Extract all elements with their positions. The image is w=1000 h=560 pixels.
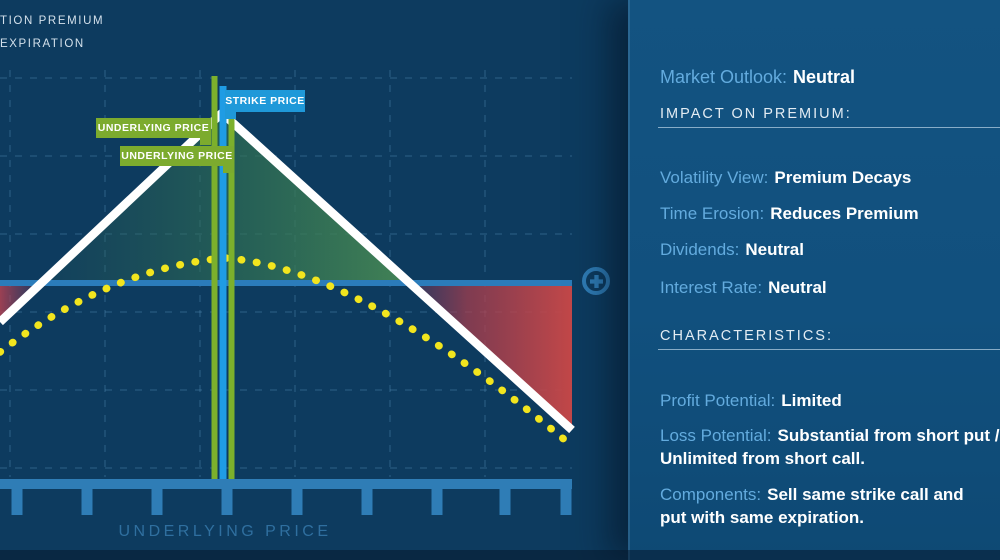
interest-rate-label: Interest Rate: (660, 278, 763, 297)
x-axis-tick (361, 489, 373, 515)
components-row: Components: Sell same strike call and put… (660, 483, 978, 529)
market-outlook-row: Market Outlook: Neutral (660, 66, 855, 89)
x-axis-tick (291, 489, 303, 515)
time-erosion-row: Time Erosion: Reduces Premium (660, 202, 919, 225)
impact-header: IMPACT ON PREMIUM: (660, 106, 852, 122)
characteristics-underline (658, 349, 1000, 350)
volatility-view-label: Volatility View: (660, 168, 769, 187)
dividends-row: Dividends: Neutral (660, 238, 804, 261)
loss-potential-label: Loss Potential: (660, 426, 772, 445)
underlying-price-line (211, 76, 218, 479)
dividends-value: Neutral (745, 240, 804, 259)
interest-rate-value: Neutral (768, 278, 827, 297)
interest-rate-row: Interest Rate: Neutral (660, 276, 827, 299)
dividends-label: Dividends: (660, 240, 740, 259)
profit-potential-value: Limited (781, 391, 842, 410)
components-label: Components: (660, 485, 762, 504)
components-value: Sell same strike call and put with same … (660, 485, 964, 527)
payoff-chart: TION PREMIUM EXPIRATION UNDERLYING PRICE… (0, 10, 610, 540)
x-axis-tick (81, 489, 93, 515)
x-axis-tick (151, 489, 163, 515)
loss-potential-value: Substantial from short put / Unlimited f… (660, 426, 1000, 468)
footer-band (0, 550, 1000, 560)
legend: TION PREMIUM EXPIRATION (0, 10, 104, 56)
x-axis-tick (560, 489, 572, 515)
underlying-price-flag-2: UNDERLYING PRICE (120, 146, 234, 173)
x-axis-tick (431, 489, 443, 515)
volatility-view-row: Volatility View: Premium Decays (660, 166, 911, 189)
strike-price-line (219, 86, 227, 479)
legend-line-1: TION PREMIUM (0, 15, 105, 27)
market-outlook-label: Market Outlook: (660, 67, 788, 87)
plus-button[interactable] (582, 267, 610, 295)
impact-underline (658, 127, 1000, 128)
x-axis-tick (499, 489, 511, 515)
loss-potential-row: Loss Potential: Substantial from short pu… (660, 424, 1000, 470)
volatility-view-value: Premium Decays (774, 168, 912, 187)
profit-potential-row: Profit Potential: Limited (660, 389, 842, 412)
strike-price-flag: STRIKE PRICE (225, 90, 305, 119)
characteristics-header: CHARACTERISTICS: (660, 328, 833, 344)
plus-icon (589, 274, 603, 288)
profit-zone (44, 113, 410, 283)
strategy-info-panel: Market Outlook: Neutral IMPACT ON PREMIUM… (628, 0, 1000, 560)
time-erosion-label: Time Erosion: (660, 204, 765, 223)
underlying-price-flag-1: UNDERLYING PRICE (96, 118, 211, 145)
x-axis-tick (221, 489, 233, 515)
x-axis-bar (0, 479, 572, 489)
market-outlook-value: Neutral (793, 67, 856, 87)
underlying-price-line-2 (228, 95, 235, 479)
position-premium-curve (0, 254, 576, 450)
legend-line-2: EXPIRATION (0, 38, 85, 50)
time-erosion-value: Reduces Premium (770, 204, 919, 223)
payoff-chart-canvas (0, 70, 576, 515)
x-axis-tick (11, 489, 23, 515)
profit-potential-label: Profit Potential: (660, 391, 776, 410)
x-axis-label: UNDERLYING PRICE (118, 523, 332, 540)
